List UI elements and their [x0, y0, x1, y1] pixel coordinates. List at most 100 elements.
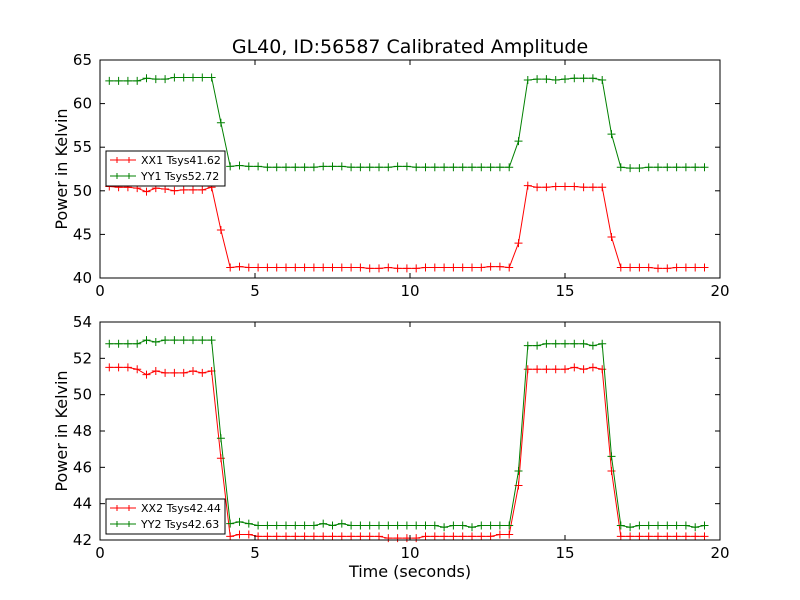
data-point [412, 163, 421, 172]
data-point [579, 365, 588, 374]
data-point [644, 163, 653, 172]
legend-marker-1 [114, 505, 132, 511]
data-point [309, 532, 318, 541]
data-point [421, 532, 430, 541]
data-point [365, 532, 374, 541]
data-point [588, 74, 597, 83]
data-point [468, 263, 476, 272]
x-tick-label: 0 [95, 544, 105, 562]
data-point [309, 521, 318, 530]
data-point [542, 75, 551, 84]
data-point [570, 74, 579, 83]
data-point [105, 76, 114, 85]
data-point [598, 339, 607, 348]
data-point [579, 74, 588, 83]
data-point [598, 183, 607, 192]
data-point [635, 521, 644, 530]
data-point [319, 532, 328, 541]
data-point [691, 263, 700, 272]
data-point [105, 363, 114, 372]
data-point [272, 521, 281, 530]
legend-label-1: XX2 Tsys42.44 [141, 502, 221, 515]
data-point [477, 532, 486, 541]
data-point [179, 185, 188, 194]
data-point [421, 263, 430, 272]
data-point [300, 532, 309, 541]
data-point [263, 521, 272, 530]
data-point [226, 162, 235, 171]
data-point [579, 339, 588, 348]
data-point [495, 530, 504, 539]
data-point [198, 336, 207, 345]
data-point [161, 336, 170, 345]
y-tick-label: 54 [73, 313, 92, 331]
data-point [561, 75, 569, 84]
data-point [412, 264, 421, 273]
legend-marker-1 [114, 157, 132, 163]
data-point [458, 521, 467, 530]
data-point [393, 264, 402, 273]
legend-label-1: XX1 Tsys41.62 [141, 154, 221, 167]
data-point [151, 337, 160, 346]
data-point [598, 76, 607, 85]
data-point [272, 263, 281, 272]
data-point [523, 341, 532, 350]
data-point [440, 263, 449, 272]
data-point [402, 264, 411, 273]
data-point [644, 263, 653, 272]
data-point [691, 523, 700, 532]
data-point [533, 183, 542, 192]
data-point [170, 73, 179, 82]
data-point [468, 532, 476, 541]
x-tick-label: 10 [400, 544, 419, 562]
data-point [170, 368, 179, 377]
data-point [430, 163, 439, 172]
y-tick-label: 48 [73, 422, 92, 440]
data-point [468, 523, 476, 532]
data-point [123, 363, 132, 372]
data-point [561, 365, 569, 374]
data-point [309, 163, 318, 172]
data-point [282, 163, 290, 172]
data-point [598, 365, 607, 374]
y-tick-label: 42 [73, 531, 92, 549]
data-point [328, 263, 337, 272]
data-point [505, 530, 514, 539]
data-point [133, 365, 142, 374]
data-point [505, 521, 514, 530]
data-point [347, 163, 356, 172]
plot-2: 0 5 10 15 20 42 44 46 48 50 52 54 Power in Kelvin Tim… [52, 313, 730, 581]
data-point [672, 532, 681, 541]
data-point [616, 263, 625, 272]
data-point [347, 521, 356, 530]
data-point [142, 187, 151, 196]
data-point [486, 262, 495, 271]
data-point [198, 185, 207, 194]
data-point [523, 76, 532, 85]
x-tick-label: 20 [710, 544, 729, 562]
data-point [291, 532, 300, 541]
data-point [477, 163, 486, 172]
legend: XX1 Tsys41.62 YY1 Tsys52.72 [105, 150, 226, 187]
data-point [681, 163, 690, 172]
data-point [263, 263, 272, 272]
data-point [449, 263, 458, 272]
data-point [347, 532, 356, 541]
data-point [356, 163, 365, 172]
data-point [161, 368, 170, 377]
data-point [635, 164, 644, 173]
data-point [700, 263, 709, 272]
data-point [365, 163, 374, 172]
x-tick-label: 10 [400, 282, 419, 300]
data-point [663, 163, 672, 172]
data-point [514, 137, 523, 146]
y-tick-label: 60 [73, 95, 92, 113]
data-point [700, 532, 709, 541]
data-point [226, 532, 235, 541]
y-axis-label: Power in Kelvin [52, 370, 71, 491]
data-point [142, 370, 151, 379]
data-point [570, 339, 579, 348]
data-point [700, 521, 709, 530]
data-point [328, 162, 337, 171]
data-point [533, 75, 542, 84]
